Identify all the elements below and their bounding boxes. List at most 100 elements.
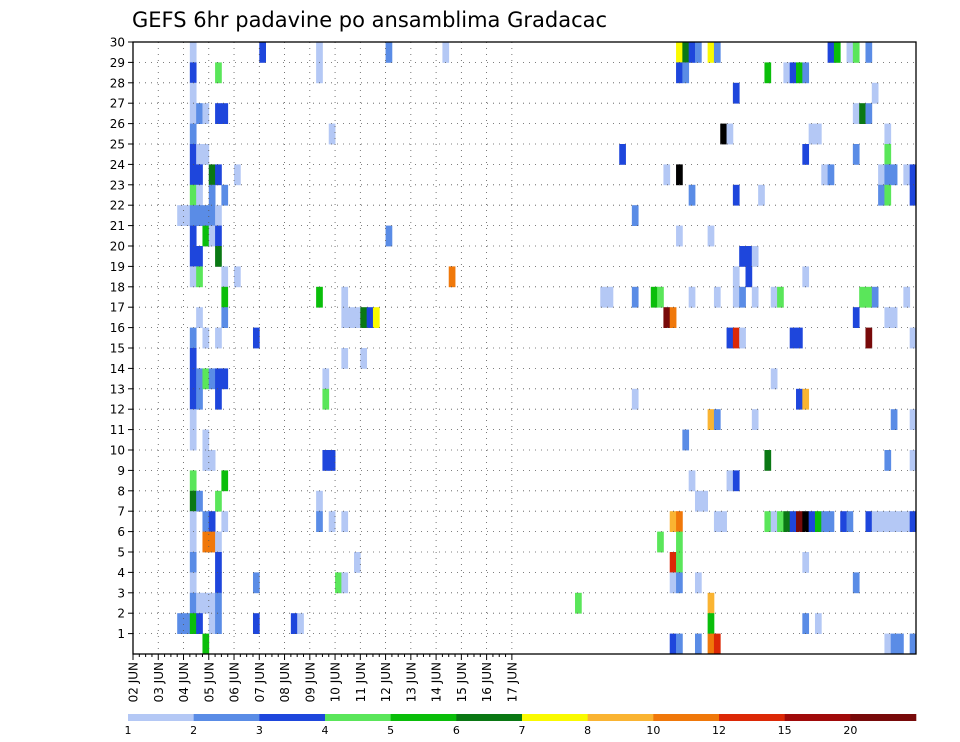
heatmap-cell bbox=[208, 205, 216, 226]
heatmap-cell bbox=[189, 552, 197, 573]
heatmap-cell bbox=[688, 42, 696, 63]
y-tick-label: 13 bbox=[110, 382, 125, 396]
heatmap-cell bbox=[316, 42, 323, 63]
heatmap-cell bbox=[732, 470, 740, 492]
legend-label: 15 bbox=[778, 724, 792, 737]
heatmap-cell bbox=[196, 246, 203, 267]
heatmap-cell bbox=[341, 307, 349, 328]
heatmap-cell bbox=[909, 450, 917, 471]
heatmap-cell bbox=[189, 246, 197, 267]
heatmap-cell bbox=[341, 348, 349, 369]
x-tick-label: 04 JUN bbox=[177, 662, 191, 702]
heatmap-cell bbox=[852, 144, 860, 165]
heatmap-cell bbox=[676, 633, 683, 655]
heatmap-cell bbox=[215, 388, 222, 410]
heatmap-cell bbox=[354, 307, 361, 328]
legend-label: 3 bbox=[256, 724, 263, 737]
heatmap-cell bbox=[189, 62, 197, 84]
heatmap-cell bbox=[802, 62, 810, 84]
y-tick-label: 10 bbox=[110, 444, 125, 458]
heatmap-cell bbox=[827, 42, 835, 63]
heatmap-cell bbox=[707, 633, 715, 655]
heatmap-cell bbox=[252, 613, 260, 634]
heatmap-cell bbox=[676, 225, 683, 247]
heatmap-cell bbox=[909, 164, 917, 186]
x-tick-label: 02 JUN bbox=[127, 662, 141, 702]
legend: 1 2 3 4 5 6 7 8 10 12 15 20 bbox=[125, 714, 917, 737]
heatmap-cell bbox=[202, 429, 210, 451]
heatmap-cell bbox=[890, 164, 898, 186]
y-tick-label: 21 bbox=[110, 219, 125, 233]
y-tick-label: 27 bbox=[110, 97, 125, 111]
heatmap-cell bbox=[215, 552, 222, 573]
heatmap-cell bbox=[189, 409, 197, 430]
heatmap-cell bbox=[316, 490, 323, 512]
legend-swatch bbox=[587, 714, 654, 721]
heatmap-cell bbox=[897, 511, 904, 532]
heatmap-cell bbox=[208, 613, 216, 634]
heatmap-cell bbox=[821, 511, 828, 532]
heatmap-cell bbox=[189, 225, 197, 247]
heatmap-cell bbox=[745, 246, 753, 267]
heatmap-cell bbox=[360, 307, 368, 328]
heatmap-cell bbox=[196, 490, 203, 512]
heatmap-cell bbox=[871, 82, 879, 104]
heatmap-cell bbox=[448, 266, 456, 288]
legend-swatch bbox=[259, 714, 326, 721]
y-tick-label: 1 bbox=[117, 627, 125, 641]
heatmap-cell bbox=[909, 633, 917, 655]
heatmap-cell bbox=[183, 613, 191, 634]
heatmap-cell bbox=[890, 409, 898, 430]
heatmap-cell bbox=[865, 327, 873, 349]
heatmap-cell bbox=[802, 511, 810, 532]
x-tick-label: 10 JUN bbox=[329, 662, 343, 702]
heatmap-cell bbox=[783, 62, 791, 84]
legend-label: 8 bbox=[584, 724, 591, 737]
heatmap-cell bbox=[600, 286, 607, 308]
heatmap-cell bbox=[215, 103, 222, 124]
legend-swatch bbox=[653, 714, 720, 721]
heatmap-cell bbox=[189, 572, 197, 594]
heatmap-cell bbox=[208, 368, 216, 390]
heatmap-cell bbox=[846, 511, 854, 532]
y-tick-label: 26 bbox=[110, 117, 125, 131]
heatmap-cell bbox=[202, 368, 210, 390]
heatmap-cell bbox=[221, 511, 229, 532]
legend-label: 1 bbox=[125, 724, 132, 737]
legend-label: 7 bbox=[519, 724, 526, 737]
heatmap-cell bbox=[777, 286, 784, 308]
x-tick-label: 13 JUN bbox=[404, 662, 418, 702]
y-tick-label: 4 bbox=[117, 566, 125, 580]
heatmap-cell bbox=[189, 348, 197, 369]
heatmap-cell bbox=[189, 592, 197, 614]
heatmap-cell bbox=[189, 164, 197, 186]
y-tick-label: 12 bbox=[110, 403, 125, 417]
heatmap-cell bbox=[884, 144, 892, 165]
heatmap-cell bbox=[783, 511, 791, 532]
heatmap-cell bbox=[903, 164, 911, 186]
heatmap-cell bbox=[208, 592, 216, 614]
heatmap-cell bbox=[796, 62, 803, 84]
heatmap-cell bbox=[215, 572, 222, 594]
heatmap-cell bbox=[884, 123, 892, 145]
heatmap-cell bbox=[215, 368, 222, 390]
heatmap-cell bbox=[196, 266, 203, 288]
heatmap-cell bbox=[442, 42, 450, 63]
heatmap-cell bbox=[726, 470, 734, 492]
legend-swatch bbox=[128, 714, 194, 721]
y-tick-label: 30 bbox=[110, 36, 125, 50]
heatmap-cell bbox=[814, 511, 822, 532]
x-tick-label: 15 JUN bbox=[455, 662, 469, 702]
heatmap-cell bbox=[215, 531, 222, 553]
heatmap-cell bbox=[341, 286, 349, 308]
y-tick-label: 17 bbox=[110, 301, 125, 315]
heatmap-cell bbox=[196, 307, 203, 328]
heatmap-cell bbox=[221, 266, 229, 288]
heatmap-cell bbox=[234, 164, 241, 186]
heatmap-cell bbox=[202, 633, 210, 655]
heatmap-cell bbox=[189, 368, 197, 390]
legend-swatch bbox=[850, 714, 917, 721]
heatmap-cell bbox=[215, 62, 222, 84]
heatmap-cell bbox=[177, 205, 184, 226]
